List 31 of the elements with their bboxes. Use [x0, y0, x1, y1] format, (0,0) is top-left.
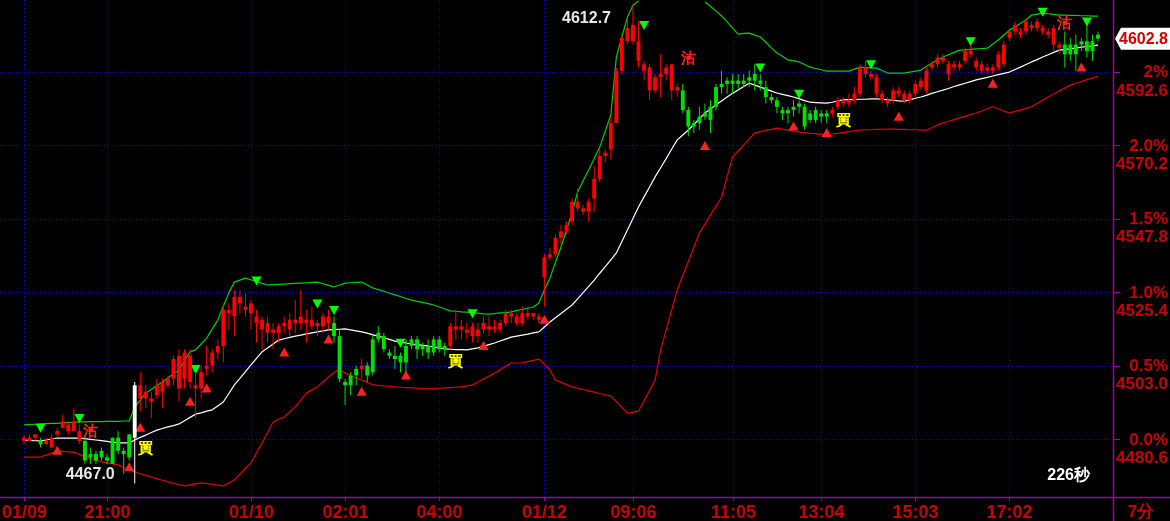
- y2-tick-label: 2%: [1143, 62, 1168, 82]
- x-tick-label: 15:03: [892, 502, 939, 521]
- y-tick-label: 4592.6: [1116, 80, 1168, 100]
- text: 買: [448, 352, 464, 370]
- y2-tick-label: 0.5%: [1129, 356, 1168, 376]
- y-tick-label: 4503.0: [1116, 374, 1168, 394]
- x-tick-label: 17:02: [986, 502, 1033, 521]
- annotation: 4612.7: [562, 9, 612, 27]
- text: 買: [835, 111, 851, 129]
- x-tick-label: 13:04: [798, 502, 845, 521]
- y2-tick-label: 0.0%: [1129, 429, 1168, 449]
- y2-tick-label: 2.0%: [1129, 135, 1168, 155]
- annotation: 4467.0: [65, 464, 115, 482]
- text: 4602.8: [1119, 30, 1169, 48]
- x-tick-label: 11:05: [710, 502, 757, 521]
- y-tick-label: 4570.2: [1116, 153, 1168, 173]
- x-tick-label: 01/12: [521, 502, 568, 521]
- y2-tick-label: 1.5%: [1129, 209, 1168, 229]
- x-axis-title: 7分: [1127, 502, 1156, 521]
- x-tick-label: 01/10: [228, 502, 275, 521]
- x-tick-label: 01/09: [1, 502, 48, 521]
- series-label: 買: [137, 439, 154, 457]
- annotation: 226秒: [1047, 466, 1091, 483]
- y-tick-label: 4547.8: [1116, 227, 1168, 247]
- y-tick-label: 4525.4: [1116, 300, 1169, 320]
- x-tick-label: 09:06: [610, 502, 657, 521]
- x-tick-label: 04:00: [416, 502, 463, 521]
- y2-tick-label: 1.0%: [1129, 282, 1168, 302]
- x-tick-label: 21:00: [84, 502, 131, 521]
- x-tick-label: 02:01: [322, 502, 369, 521]
- y-tick-label: 4480.6: [1116, 447, 1168, 467]
